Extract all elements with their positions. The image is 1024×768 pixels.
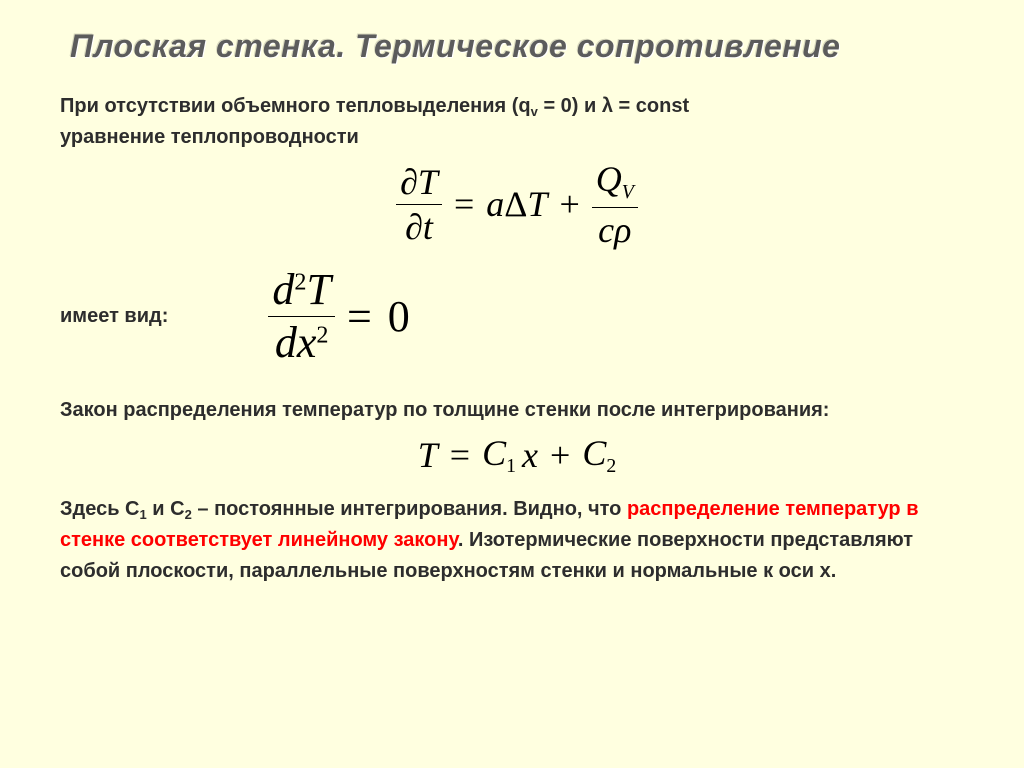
exp-a: Здесь C (60, 498, 140, 520)
formula-heat-equation: ∂T ∂t = aΔT + QV cρ (60, 159, 974, 250)
formula-simplified: d2T dx2 = 0 (268, 266, 409, 367)
intro-text-b: = 0) и λ = const (538, 95, 689, 117)
intro-text-a: При отсутствии объемного тепловыделения … (60, 95, 531, 117)
has-form-label: имеет вид: (60, 301, 168, 332)
c1-sub: 1 (140, 507, 147, 522)
exp-b: и C (147, 498, 185, 520)
qv-subscript: v (531, 104, 538, 119)
intro-text-line2: уравнение теплопроводности (60, 126, 359, 148)
c2-sub: 2 (185, 507, 192, 522)
intro-paragraph: При отсутствии объемного тепловыделения … (60, 91, 974, 153)
simplified-row: имеет вид: d2T dx2 = 0 (60, 266, 974, 367)
formula-linear-solution: T = C1x + C2 (60, 432, 974, 478)
distribution-law-label: Закон распределения температур по толщин… (60, 395, 974, 426)
explanation-paragraph: Здесь C1 и C2 – постоянные интегрировани… (60, 494, 974, 587)
slide-title: Плоская стенка. Термическое сопротивлени… (70, 28, 974, 65)
exp-c: – постоянные интегрирования. Видно, что (192, 498, 622, 520)
